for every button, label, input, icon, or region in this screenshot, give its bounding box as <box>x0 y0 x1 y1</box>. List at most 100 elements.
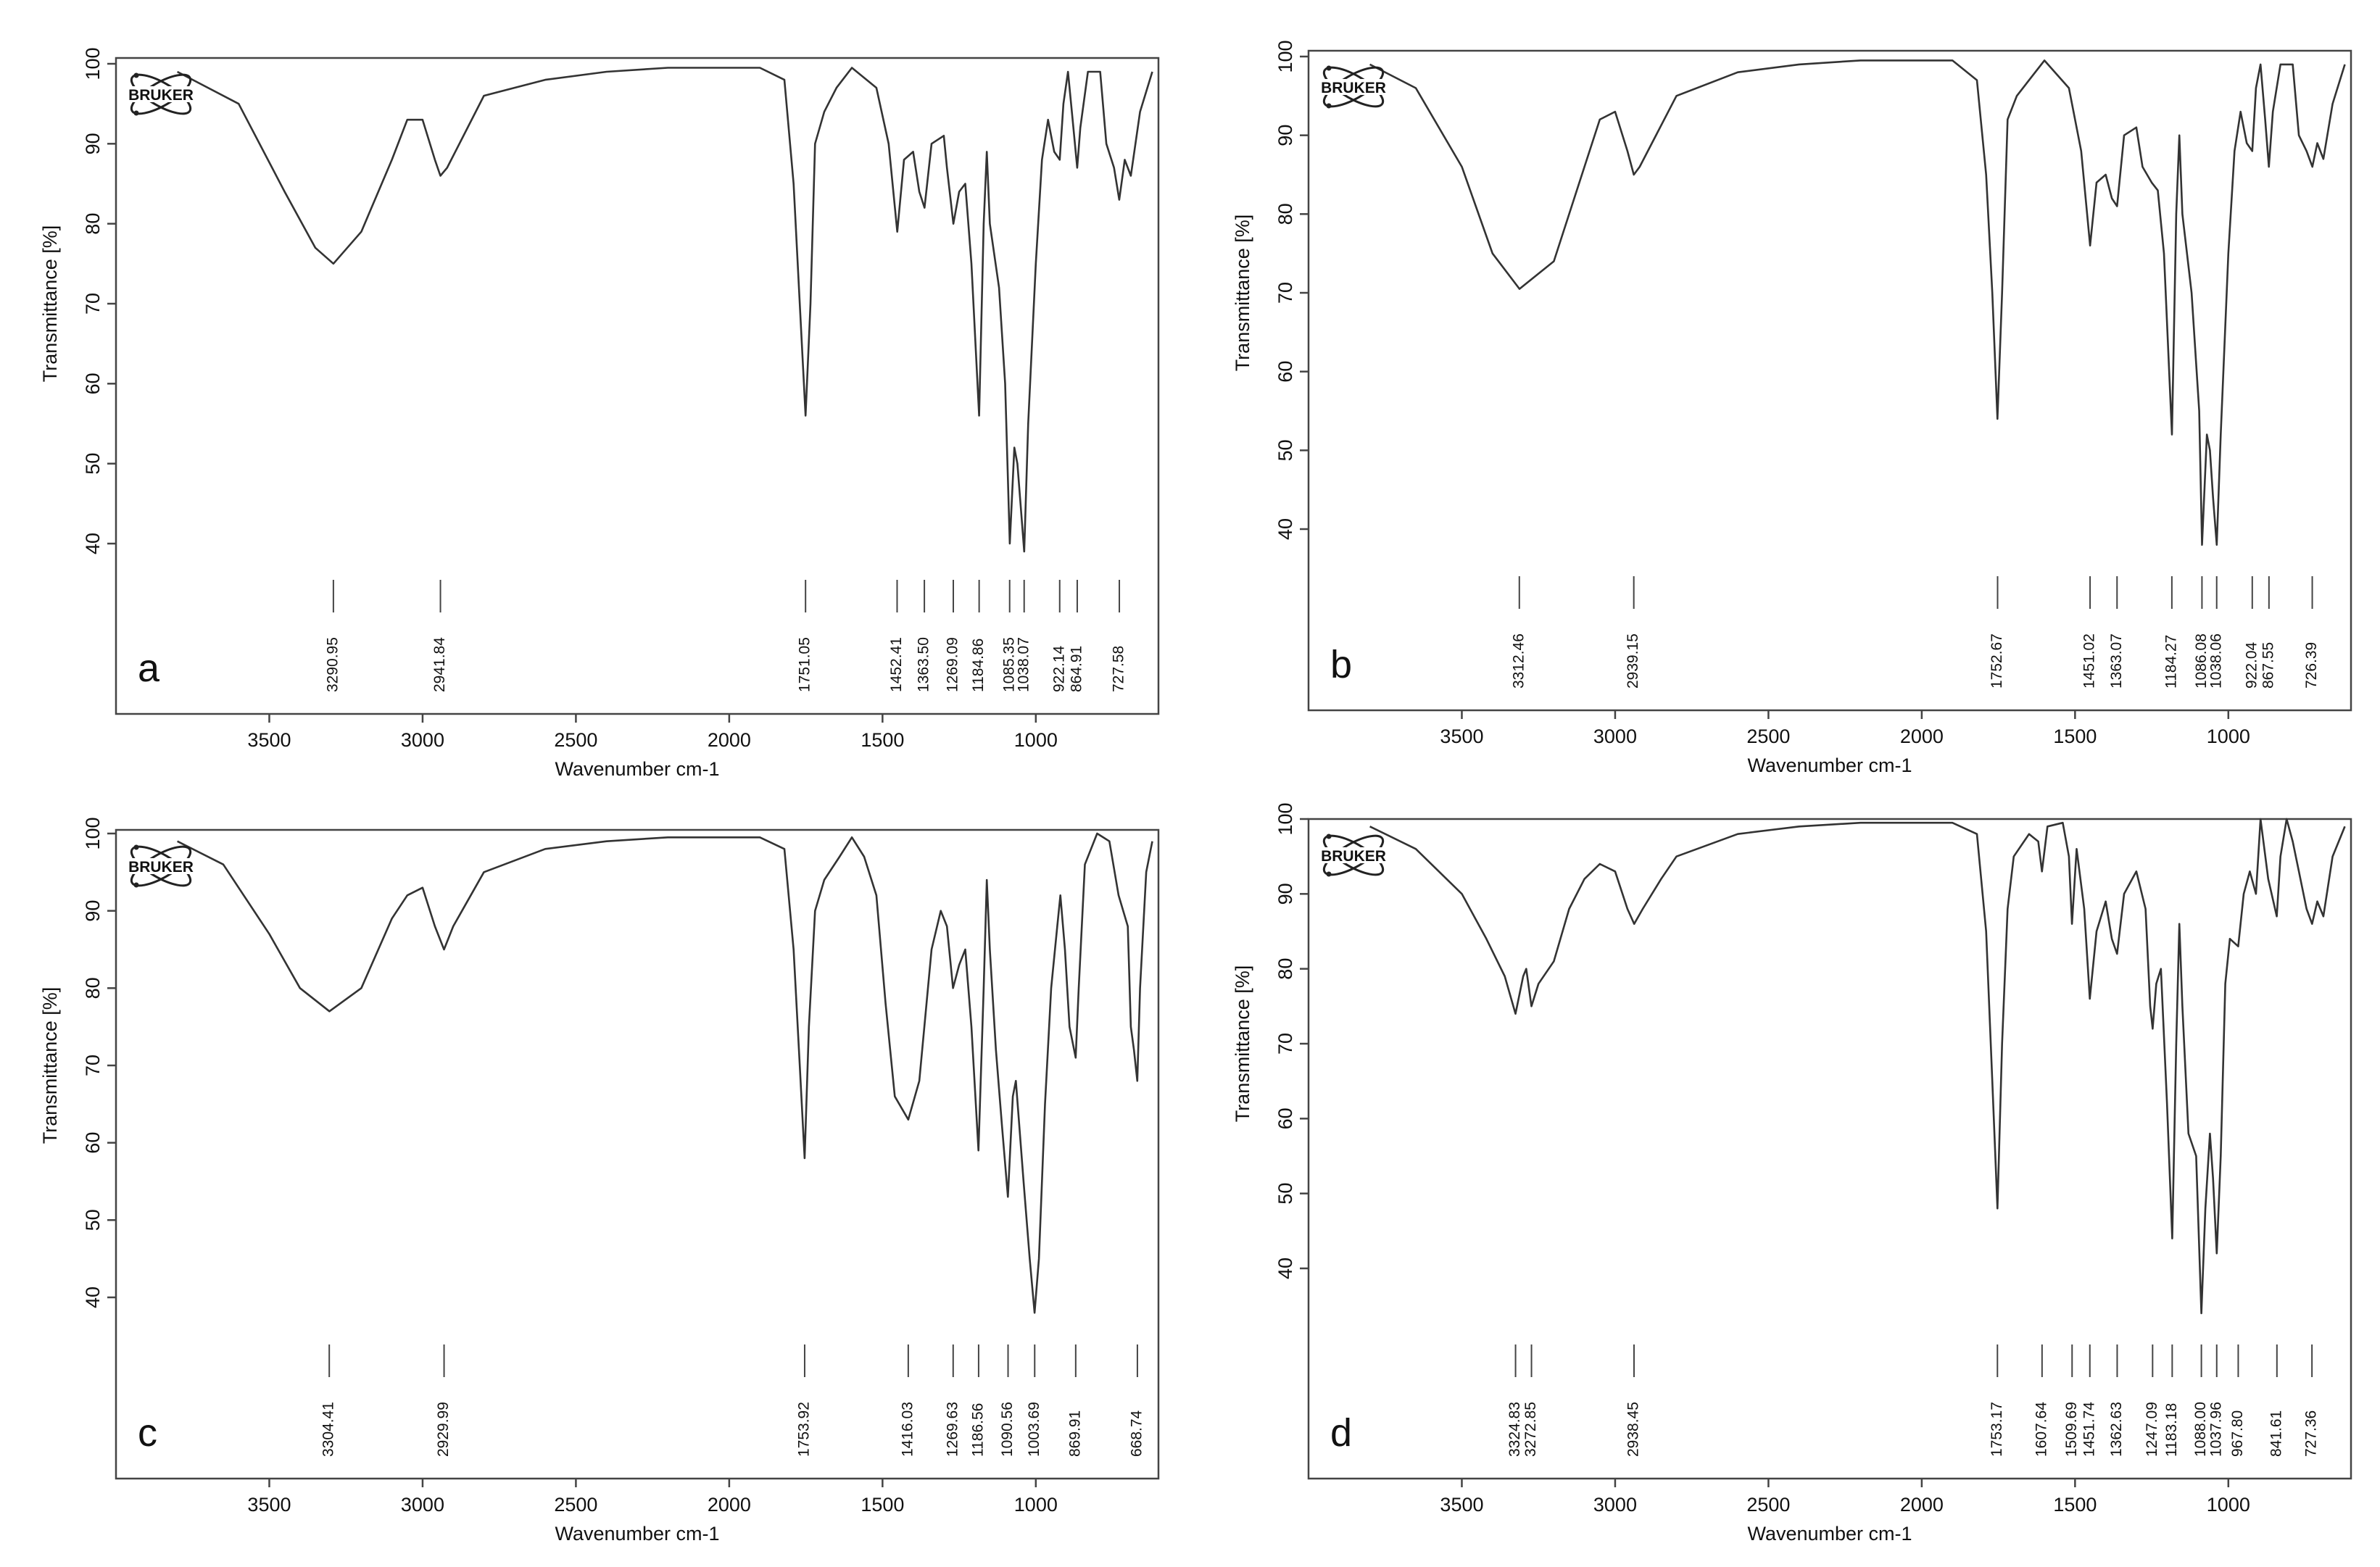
y-tick-label: 70 <box>82 1055 104 1076</box>
x-tick-label: 2500 <box>554 729 597 751</box>
y-tick-label: 80 <box>82 213 104 235</box>
x-tick-label: 1500 <box>2053 726 2097 747</box>
y-tick-label: 40 <box>1274 518 1296 540</box>
peak-label: 1090.56 <box>999 1402 1016 1457</box>
peak-label: 1607.64 <box>2033 1402 2049 1457</box>
spectrum-line <box>176 67 1153 553</box>
y-tick-label: 50 <box>1274 439 1296 461</box>
y-tick-label: 40 <box>82 533 104 554</box>
x-tick-label: 1000 <box>2207 1494 2250 1516</box>
x-tick-label: 2000 <box>708 729 751 751</box>
peak-label: 864.91 <box>1069 646 1085 692</box>
peak-label: 1086.08 <box>2193 633 2210 689</box>
peak-label: 922.14 <box>1050 645 1067 692</box>
y-tick-label: 90 <box>82 900 104 922</box>
x-tick-label: 2500 <box>1746 1494 1790 1516</box>
peak-label: 1452.41 <box>888 637 905 692</box>
bruker-logo-text: BRUKER <box>1321 848 1386 865</box>
x-axis-label: Wavenumber cm-1 <box>1747 1523 1912 1545</box>
bruker-logo: BRUKER <box>123 72 199 116</box>
peak-label: 1451.02 <box>2081 633 2098 689</box>
x-tick-label: 1500 <box>861 729 904 751</box>
peak-label: 1751.05 <box>797 637 813 692</box>
peak-label: 1247.09 <box>2144 1402 2160 1457</box>
x-tick-label: 3000 <box>1593 726 1637 747</box>
peak-label: 867.55 <box>2260 642 2276 689</box>
panel-letter: b <box>1330 643 1352 686</box>
plot-frame <box>1307 818 2352 1480</box>
peak-label: 1037.96 <box>2207 1402 2224 1457</box>
x-tick-label: 2000 <box>1900 1494 1944 1516</box>
y-tick-label: 50 <box>82 1209 104 1231</box>
y-tick-label: 80 <box>82 977 104 999</box>
bruker-logo-text: BRUKER <box>128 87 194 104</box>
y-tick-label: 70 <box>1274 282 1296 304</box>
y-tick-label: 50 <box>1274 1183 1296 1205</box>
x-tick-label: 2000 <box>708 1494 751 1516</box>
y-tick-label: 100 <box>1274 40 1296 72</box>
x-tick-label: 3000 <box>1593 1494 1637 1516</box>
peak-label: 1269.63 <box>944 1402 961 1457</box>
peak-label: 1183.18 <box>2163 1403 2180 1457</box>
peak-label: 841.61 <box>2268 1410 2284 1457</box>
x-tick-label: 3000 <box>401 1494 444 1516</box>
y-axis-label: Transmittance [%] <box>1232 965 1253 1123</box>
x-axis-label: Wavenumber cm-1 <box>555 758 719 780</box>
peak-label: 1003.69 <box>1026 1402 1042 1457</box>
peak-label: 1753.92 <box>796 1402 813 1457</box>
peak-label: 2929.99 <box>435 1402 452 1457</box>
y-tick-label: 80 <box>1274 203 1296 225</box>
plot-frame <box>1307 49 2352 712</box>
bruker-logo: BRUKER <box>1316 65 1391 109</box>
y-tick-label: 100 <box>1274 802 1296 835</box>
y-tick-label: 70 <box>1274 1033 1296 1055</box>
x-tick-label: 1000 <box>2207 726 2250 747</box>
panel-letter: d <box>1330 1411 1352 1455</box>
plot-frame <box>115 57 1160 715</box>
peak-label: 1184.27 <box>2163 635 2179 689</box>
y-tick-label: 90 <box>82 133 104 154</box>
peak-label: 967.80 <box>2229 1410 2246 1457</box>
x-tick-label: 3000 <box>401 729 444 751</box>
peak-label: 1752.67 <box>1989 633 2005 689</box>
peak-label: 1451.74 <box>2081 1402 2097 1457</box>
peak-label: 3312.46 <box>1510 633 1527 689</box>
x-tick-label: 3500 <box>1440 1494 1483 1516</box>
peak-label: 727.36 <box>2303 1410 2320 1457</box>
y-tick-label: 40 <box>1274 1258 1296 1279</box>
x-tick-label: 3500 <box>247 729 291 751</box>
x-tick-label: 1000 <box>1014 1494 1058 1516</box>
peak-label: 1362.63 <box>2108 1402 2125 1457</box>
peak-label: 869.91 <box>1066 1410 1083 1457</box>
x-tick-label: 2500 <box>1746 726 1790 747</box>
peak-label: 668.74 <box>1128 1410 1145 1457</box>
x-tick-label: 2500 <box>554 1494 597 1516</box>
peak-label: 3324.83 <box>1506 1402 1523 1457</box>
x-axis-label: Wavenumber cm-1 <box>1747 755 1912 776</box>
x-tick-label: 2000 <box>1900 726 1944 747</box>
spectrum-line <box>177 832 1153 1314</box>
peak-label: 1363.07 <box>2108 633 2125 689</box>
peak-label: 2938.45 <box>1625 1402 1642 1457</box>
spectrum-panel-c: 40 50 60 70 80 90 100 Transmittance [%] 3500 3000… <box>39 817 1160 1545</box>
plot-frame <box>115 828 1160 1480</box>
peak-label: 727.58 <box>1111 646 1127 692</box>
x-tick-label: 1000 <box>1014 729 1058 751</box>
spectrum-line <box>1369 59 2346 546</box>
y-tick-label: 90 <box>1274 125 1296 146</box>
peak-label: 1269.09 <box>945 637 961 692</box>
spectrum-panel-d: 40 50 60 70 80 90 100 Transmittance [%] 3500 3000… <box>1232 802 2352 1545</box>
peak-label: 1363.50 <box>916 637 932 692</box>
peak-label: 726.39 <box>2303 642 2320 689</box>
y-tick-label: 80 <box>1274 958 1296 980</box>
spectrum-panel-b: 40 50 60 70 80 90 100 Transmittance [%] 3500 3000… <box>1232 40 2352 776</box>
bruker-logo-text: BRUKER <box>128 859 194 876</box>
y-tick-label: 40 <box>82 1287 104 1308</box>
peak-label: 922.04 <box>2243 641 2260 689</box>
peak-label: 1085.35 <box>1000 637 1017 692</box>
peak-label: 1088.00 <box>2192 1402 2209 1457</box>
y-tick-label: 60 <box>1274 361 1296 383</box>
y-tick-label: 60 <box>1274 1107 1296 1129</box>
panel-letter: c <box>138 1411 157 1455</box>
